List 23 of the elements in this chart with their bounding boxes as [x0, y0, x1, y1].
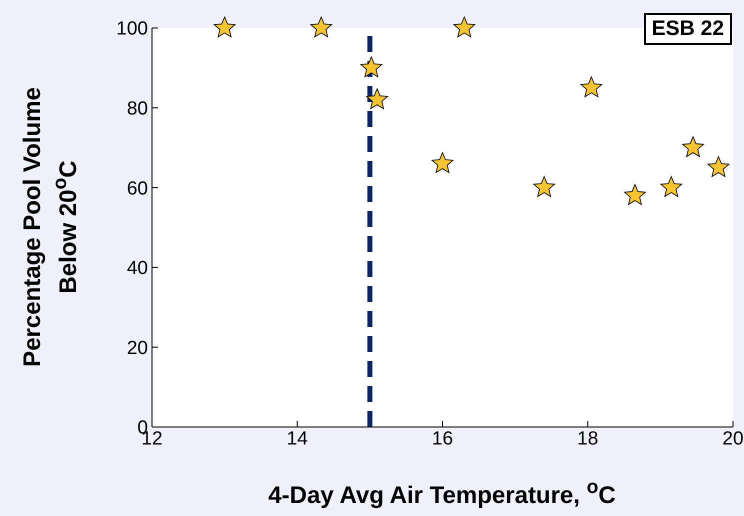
- point: [310, 16, 332, 38]
- x-tick-label: 18: [577, 428, 598, 450]
- x-tick-label: 20: [722, 428, 744, 450]
- point: [214, 16, 236, 38]
- point: [533, 176, 556, 197]
- point: [624, 184, 646, 205]
- y-tick-label: 20: [126, 338, 148, 359]
- point: [366, 88, 388, 110]
- point: [360, 56, 382, 78]
- annotation: ESB 22: [644, 13, 732, 45]
- point: [682, 136, 704, 157]
- point: [580, 76, 602, 98]
- y-tick-label: 60: [126, 178, 148, 200]
- y-tick-label: 80: [126, 98, 148, 120]
- x-axis-title: 4-Day Avg Air Temperature, $^{o}$C: [268, 476, 616, 509]
- point: [660, 176, 682, 197]
- y-tick-label: 100: [116, 18, 148, 40]
- point: [432, 152, 454, 173]
- point: [453, 16, 476, 38]
- point: [708, 156, 730, 177]
- x-tick-label: 16: [432, 428, 454, 450]
- x-tick-label: 14: [286, 428, 308, 450]
- y-tick-label: 40: [126, 258, 148, 280]
